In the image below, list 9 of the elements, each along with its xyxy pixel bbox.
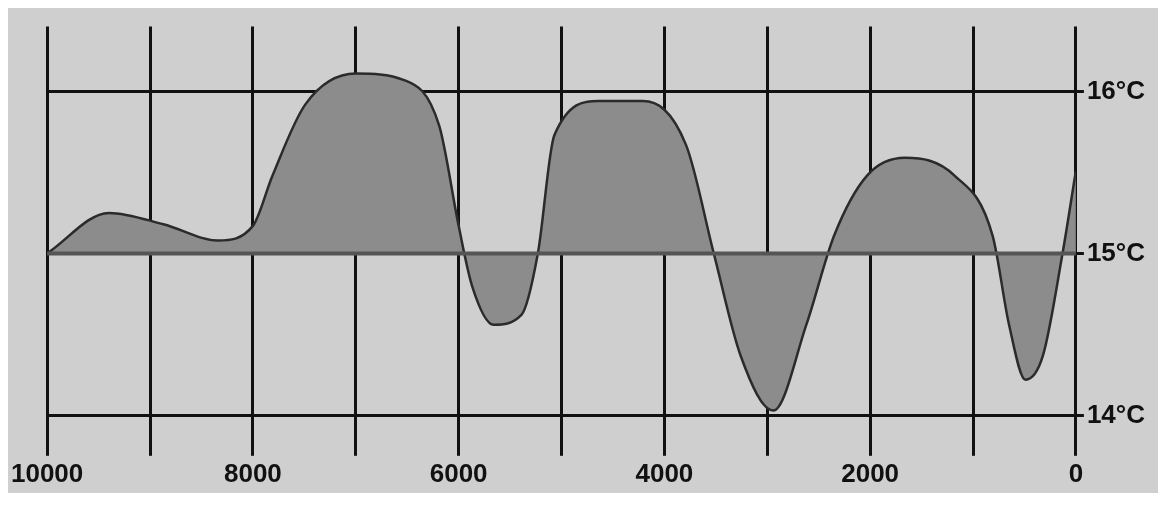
x-tick-label: 6000: [429, 457, 488, 488]
y-tick-label: 15°C: [1086, 236, 1146, 267]
x-tick-label: 10000: [10, 457, 84, 488]
y-tick-label: 16°C: [1086, 74, 1146, 105]
x-tick-label: 2000: [841, 457, 900, 488]
x-tick-label: 0: [1068, 457, 1084, 488]
y-tick-label: 14°C: [1086, 398, 1146, 429]
x-tick-label: 8000: [223, 457, 282, 488]
x-tick-label: 4000: [635, 457, 694, 488]
